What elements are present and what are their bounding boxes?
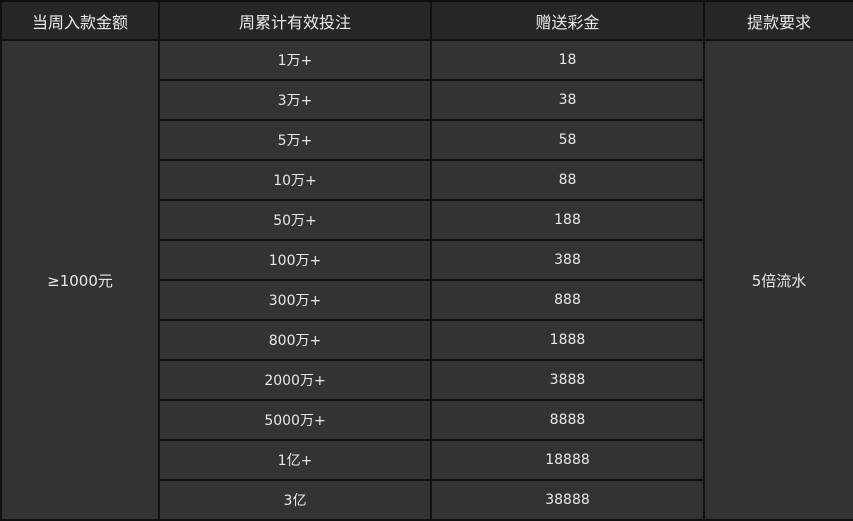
- bet-cell: 2000万+: [158, 359, 432, 401]
- bet-cell: 10万+: [158, 159, 432, 201]
- table-row: 100万+ 388: [1, 239, 853, 281]
- bet-cell: 3万+: [158, 79, 432, 121]
- table-row: 2000万+ 3888: [1, 359, 853, 401]
- table-row: 5000万+ 8888: [1, 399, 853, 441]
- table-row: ≥1000元 1万+ 18 5倍流水: [0, 39, 853, 521]
- header-bonus: 赠送彩金: [430, 0, 705, 41]
- bet-cell: 5万+: [158, 119, 432, 161]
- bet-cell: 1万+: [158, 39, 432, 81]
- table-row: 300万+ 888: [1, 279, 853, 321]
- bet-cell: 300万+: [158, 279, 432, 321]
- bonus-cell: 38: [430, 79, 705, 121]
- bet-cell: 3亿: [158, 479, 432, 521]
- table-row: 10万+ 88: [1, 159, 853, 201]
- bonus-cell: 38888: [430, 479, 705, 521]
- header-deposit: 当周入款金额: [0, 0, 160, 41]
- deposit-cell: ≥1000元: [0, 39, 160, 521]
- header-bet: 周累计有效投注: [158, 0, 432, 41]
- header-row: 当周入款金额 周累计有效投注 赠送彩金 提款要求: [0, 0, 853, 41]
- table-row: 1亿+ 18888: [1, 439, 853, 481]
- bet-cell: 100万+: [158, 239, 432, 281]
- table-row: 3万+ 38: [1, 79, 853, 121]
- bonus-cell: 8888: [430, 399, 705, 441]
- bet-cell: 5000万+: [158, 399, 432, 441]
- bonus-cell: 88: [430, 159, 705, 201]
- bonus-cell: 888: [430, 279, 705, 321]
- bonus-cell: 188: [430, 199, 705, 241]
- bonus-cell: 58: [430, 119, 705, 161]
- requirement-cell: 5倍流水: [703, 39, 853, 521]
- table-row: 3亿 38888: [1, 479, 853, 521]
- bet-cell: 800万+: [158, 319, 432, 361]
- bet-cell: 50万+: [158, 199, 432, 241]
- header-requirement: 提款要求: [703, 0, 853, 41]
- table-row: 800万+ 1888: [1, 319, 853, 361]
- bonus-cell: 18888: [430, 439, 705, 481]
- table-row: 5万+ 58: [1, 119, 853, 161]
- bonus-cell: 18: [430, 39, 705, 81]
- table-row: 50万+ 188: [1, 199, 853, 241]
- bet-cell: 1亿+: [158, 439, 432, 481]
- bonus-cell: 388: [430, 239, 705, 281]
- bonus-cell: 1888: [430, 319, 705, 361]
- bonus-cell: 3888: [430, 359, 705, 401]
